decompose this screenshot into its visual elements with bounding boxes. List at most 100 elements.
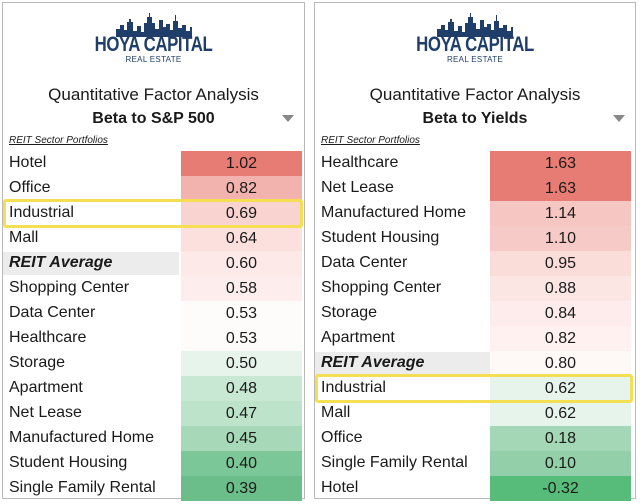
beta-value-cell: 0.53 [181,326,302,351]
sector-label: Hotel [9,154,47,171]
sector-caption: REIT Sector Portfolios [321,135,420,146]
table-row: Net Lease 0.47 [3,401,304,426]
sector-label: Mall [321,404,351,421]
table-row: Hotel -0.32 [315,476,635,501]
sector-label: Data Center [321,254,408,271]
table-row: Healthcare 1.63 [315,151,635,176]
table-row: Student Housing 0.40 [3,451,304,476]
beta-value-cell: 0.40 [181,451,302,476]
dropdown-arrow-icon[interactable] [282,115,294,122]
right-panel: HOYA CAPITAL REAL ESTATE Quantitative Fa… [314,2,636,501]
sector-label: Office [9,179,51,196]
beta-value-cell: 1.63 [490,151,631,176]
sector-label: Net Lease [9,404,82,421]
beta-value-cell: 0.62 [490,401,631,426]
table-row: Manufactured Home 0.45 [3,426,304,451]
hoya-capital-logo: HOYA CAPITAL REAL ESTATE [3,11,304,83]
table-row: Student Housing 1.10 [315,226,635,251]
beta-value-cell: 0.84 [490,301,631,326]
table-row: Single Family Rental 0.10 [315,451,635,476]
beta-value-cell: 0.80 [490,351,631,376]
average-row-shade [3,252,179,275]
beta-value-cell: 0.48 [181,376,302,401]
beta-value-cell: 0.69 [181,201,302,226]
sector-label: Shopping Center [9,279,130,296]
table-row: Hotel 1.02 [3,151,304,176]
beta-value-cell: 0.39 [181,476,302,501]
logo-subtitle: REAL ESTATE [446,55,504,64]
table-row: Mall 0.64 [3,226,304,251]
table-row: Shopping Center 0.88 [315,276,635,301]
beta-value-cell: 0.47 [181,401,302,426]
dropdown-arrow-icon[interactable] [613,115,625,122]
beta-value-cell: 0.60 [181,251,302,276]
sector-label: Manufactured Home [321,204,466,221]
beta-value-cell: 0.50 [181,351,302,376]
beta-value-cell: 0.88 [490,276,631,301]
sector-label: Healthcare [321,154,399,171]
logo-title: HOYA CAPITAL [94,33,213,56]
sector-label: Mall [9,229,39,246]
city-skyline-icon [115,13,192,37]
sector-label: Net Lease [321,179,394,196]
highlight-box [315,374,633,403]
sector-label: Single Family Rental [321,454,468,471]
sector-label: REIT Average [9,254,113,271]
sector-label: Storage [321,304,378,321]
table-row: Storage 0.84 [315,301,635,326]
beta-value-cell: 1.10 [490,226,631,251]
logo-title: HOYA CAPITAL [416,33,534,56]
city-skyline-icon [437,13,513,37]
sector-label: Apartment [321,329,395,346]
beta-value-cell: 0.45 [181,426,302,451]
beta-value-cell: 0.95 [490,251,631,276]
sector-label: Manufactured Home [9,429,154,446]
table-row: Apartment 0.48 [3,376,304,401]
beta-value-cell: 1.63 [490,176,631,201]
table-row: Manufactured Home 1.14 [315,201,635,226]
table-row: Net Lease 1.63 [315,176,635,201]
beta-value-cell: 0.10 [490,451,631,476]
logo-subtitle: REAL ESTATE [125,55,182,64]
table-row: Shopping Center 0.58 [3,276,304,301]
table-row: Office 0.82 [3,176,304,201]
beta-value-cell: -0.32 [490,476,631,501]
sector-label: Data Center [9,304,96,321]
left-panel: HOYA CAPITAL REAL ESTATE Quantitative Fa… [2,2,305,501]
sector-label: Apartment [9,379,83,396]
beta-value-cell: 0.82 [181,176,302,201]
sector-label: Hotel [321,479,359,496]
table-row: Office 0.18 [315,426,635,451]
beta-value-cell: 0.64 [181,226,302,251]
average-row-shade [315,352,490,375]
sector-label: Industrial [9,204,74,221]
table-row: Apartment 0.82 [315,326,635,351]
sector-label: Industrial [321,379,386,396]
beta-value-cell: 0.58 [181,276,302,301]
sector-label: Shopping Center [321,279,442,296]
hoya-capital-logo: HOYA CAPITAL REAL ESTATE [315,11,635,83]
table-row: Mall 0.62 [315,401,635,426]
sector-caption: REIT Sector Portfolios [9,135,108,146]
sector-label: Single Family Rental [9,479,156,496]
sector-label: Storage [9,354,66,371]
sector-label: Student Housing [9,454,128,471]
beta-value-cell: 0.53 [181,301,302,326]
beta-value-cell: 0.18 [490,426,631,451]
table-row: Data Center 0.95 [315,251,635,276]
table-row: Industrial 0.69 [3,201,304,226]
sector-table: Healthcare 1.63 Net Lease 1.63 Manufactured … [315,151,635,501]
table-row: Industrial 0.62 [315,376,635,401]
table-row: REIT Average 0.60 [3,251,304,276]
sector-label: Healthcare [9,329,87,346]
sector-label: REIT Average [321,354,425,371]
table-row: Single Family Rental 0.39 [3,476,304,501]
panel-subtitle: Beta to Yields [422,110,528,127]
highlight-box [3,199,303,228]
sector-table: Hotel 1.02 Office 0.82 Industrial 0.69 Mall 0.6… [3,151,304,501]
beta-value-cell: 1.14 [490,201,631,226]
beta-value-cell: 0.82 [490,326,631,351]
panel-subtitle: Beta to S&P 500 [92,110,215,127]
table-row: Healthcare 0.53 [3,326,304,351]
sector-label: Student Housing [321,229,440,246]
